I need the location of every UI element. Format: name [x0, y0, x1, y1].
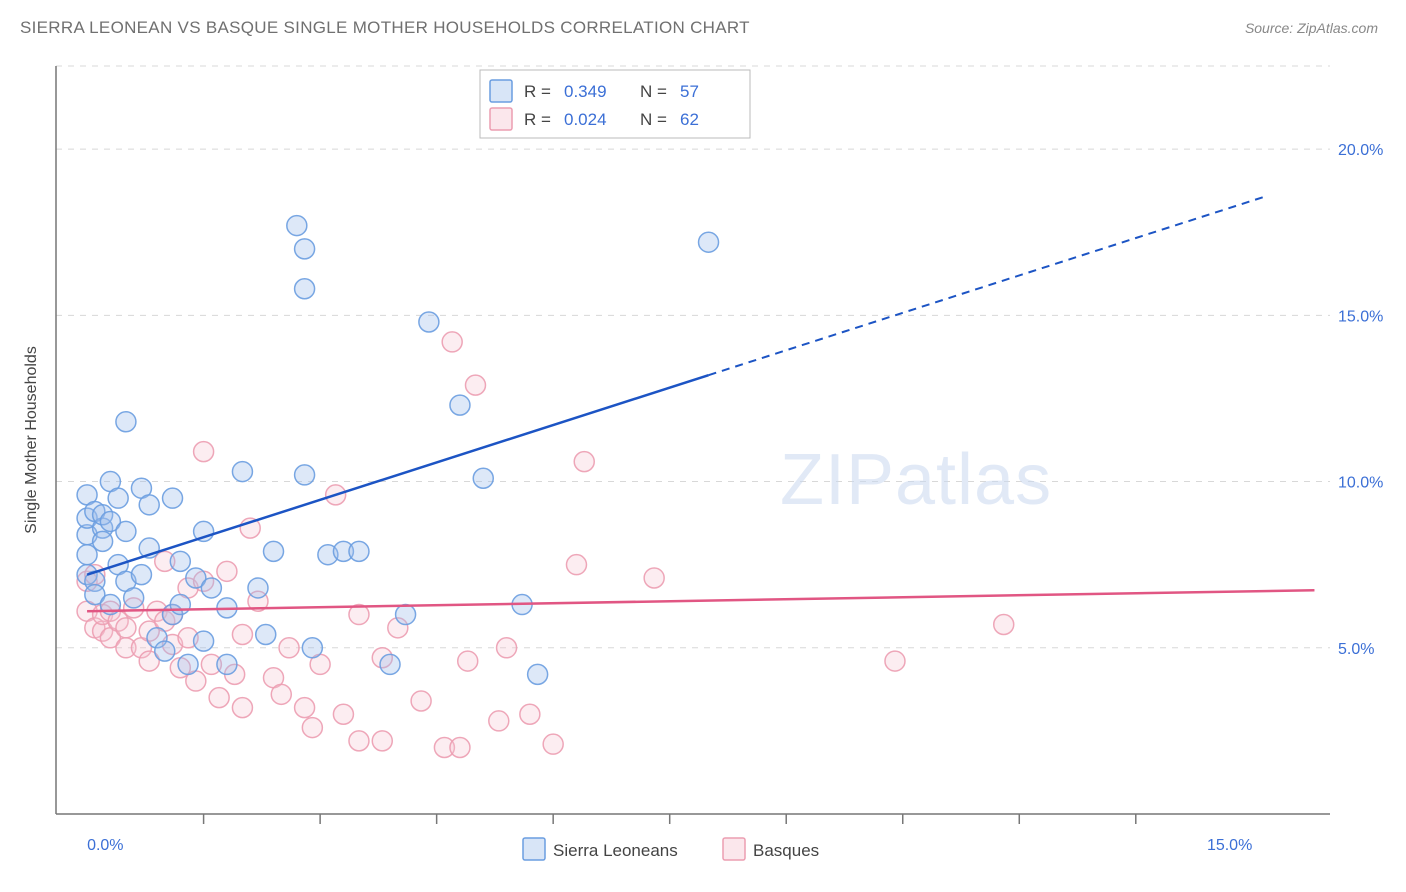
data-point [566, 555, 586, 575]
data-point [520, 704, 540, 724]
data-point [116, 618, 136, 638]
regression-line-a [87, 375, 708, 574]
data-point [209, 688, 229, 708]
data-point [302, 718, 322, 738]
data-point [458, 651, 478, 671]
data-point [489, 711, 509, 731]
data-point [295, 239, 315, 259]
data-point [155, 641, 175, 661]
data-point [93, 531, 113, 551]
legend-swatch [490, 108, 512, 130]
data-point [256, 624, 276, 644]
chart-source: Source: ZipAtlas.com [1245, 20, 1378, 36]
legend-swatch [490, 80, 512, 102]
data-point [201, 578, 221, 598]
data-point [287, 216, 307, 236]
chart-header: SIERRA LEONEAN VS BASQUE SINGLE MOTHER H… [0, 0, 1406, 48]
chart-svg: 5.0% 10.0% 15.0% 20.0% ZIPatlas 0.0% 15.0% Sing… [20, 54, 1386, 874]
x-tick-label: 0.0% [87, 837, 123, 854]
data-point [232, 624, 252, 644]
data-point [248, 578, 268, 598]
data-point [116, 412, 136, 432]
legend-swatch [523, 838, 545, 860]
data-point [295, 698, 315, 718]
regression-line-b [87, 590, 1314, 611]
legend-n-value: 62 [680, 110, 699, 129]
data-point [497, 638, 517, 658]
data-point [178, 654, 198, 674]
data-point [295, 465, 315, 485]
data-point [396, 605, 416, 625]
data-point [372, 731, 392, 751]
y-tick-label: 20.0% [1338, 142, 1383, 159]
y-tick-label: 5.0% [1338, 641, 1374, 658]
regression-line-a-ext [709, 196, 1268, 376]
data-point [349, 731, 369, 751]
data-point [442, 332, 462, 352]
y-tick-label: 15.0% [1338, 308, 1383, 325]
data-point [543, 734, 563, 754]
legend-n-value: 57 [680, 82, 699, 101]
data-point [644, 568, 664, 588]
stats-legend-box [480, 70, 750, 138]
legend-r-label: R = [524, 82, 551, 101]
chart-title: SIERRA LEONEAN VS BASQUE SINGLE MOTHER H… [20, 18, 750, 38]
data-point [116, 521, 136, 541]
source-link[interactable]: ZipAtlas.com [1297, 20, 1378, 36]
data-point [194, 442, 214, 462]
data-point [264, 541, 284, 561]
legend-n-label: N = [640, 110, 667, 129]
watermark: ZIPatlas [780, 440, 1052, 520]
data-point [163, 488, 183, 508]
source-prefix: Source: [1245, 20, 1297, 36]
data-point [217, 561, 237, 581]
data-point [139, 495, 159, 515]
legend-series-b: Basques [753, 841, 819, 860]
data-point [574, 452, 594, 472]
data-point [450, 395, 470, 415]
y-axis-title: Single Mother Households [23, 346, 40, 534]
data-point [528, 664, 548, 684]
legend-series-a: Sierra Leoneans [553, 841, 678, 860]
data-point [232, 462, 252, 482]
data-point [271, 684, 291, 704]
data-point [170, 551, 190, 571]
data-point [302, 638, 322, 658]
data-point [279, 638, 299, 658]
legend-r-value: 0.349 [564, 82, 607, 101]
data-point [885, 651, 905, 671]
data-point [295, 279, 315, 299]
plot-area: 5.0% 10.0% 15.0% 20.0% ZIPatlas 0.0% 15.0% Sing… [20, 54, 1386, 874]
y-tick-label: 10.0% [1338, 475, 1383, 492]
data-point [699, 232, 719, 252]
data-point [380, 654, 400, 674]
legend-r-label: R = [524, 110, 551, 129]
data-point [131, 565, 151, 585]
data-point [411, 691, 431, 711]
data-point [333, 704, 353, 724]
data-point [450, 738, 470, 758]
data-point [473, 468, 493, 488]
data-point [124, 588, 144, 608]
data-point [232, 698, 252, 718]
data-point [465, 375, 485, 395]
x-tick-label: 15.0% [1207, 837, 1252, 854]
data-point [108, 488, 128, 508]
data-point [994, 615, 1014, 635]
data-point [349, 541, 369, 561]
data-point [194, 631, 214, 651]
legend-n-label: N = [640, 82, 667, 101]
data-point [170, 595, 190, 615]
legend-r-value: 0.024 [564, 110, 607, 129]
data-point [217, 654, 237, 674]
data-point [419, 312, 439, 332]
legend-swatch [723, 838, 745, 860]
